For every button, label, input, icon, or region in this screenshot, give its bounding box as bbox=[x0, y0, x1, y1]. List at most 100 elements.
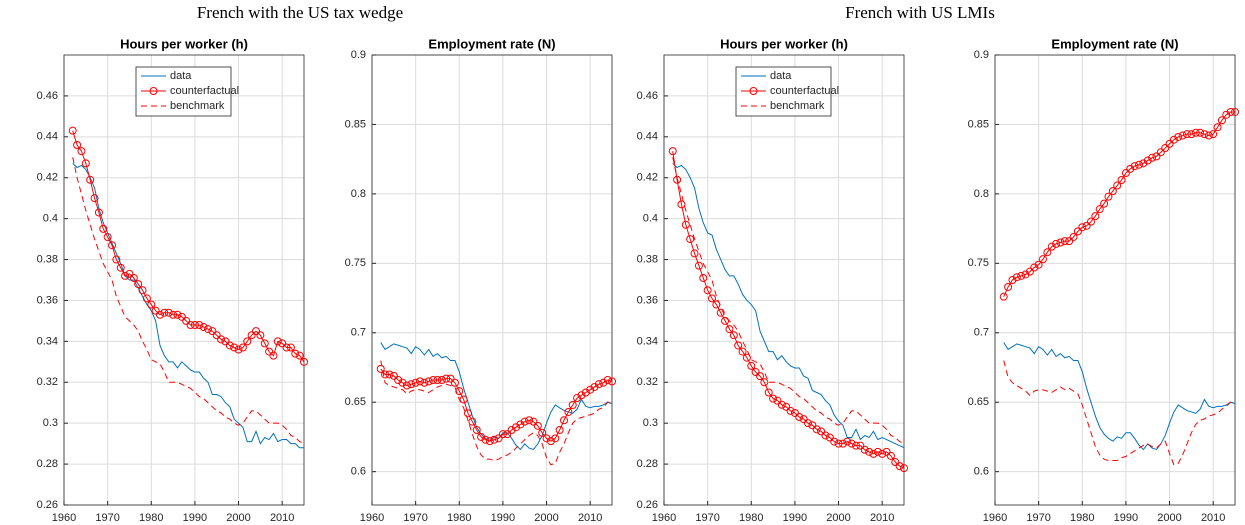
marker bbox=[1226, 107, 1235, 116]
marker bbox=[681, 220, 690, 229]
marker bbox=[1056, 238, 1065, 247]
series-line bbox=[1003, 342, 1236, 451]
marker bbox=[295, 351, 304, 360]
marker bbox=[385, 370, 394, 379]
marker bbox=[407, 380, 416, 389]
marker bbox=[256, 331, 265, 340]
marker bbox=[129, 273, 138, 282]
marker bbox=[865, 447, 874, 456]
marker bbox=[160, 308, 169, 317]
marker bbox=[581, 388, 590, 397]
marker bbox=[1047, 242, 1056, 251]
marker bbox=[738, 347, 747, 356]
y-tick-label: 0.3 bbox=[43, 417, 58, 429]
marker bbox=[520, 417, 529, 426]
x-tick-label: 1980 bbox=[739, 512, 763, 524]
marker bbox=[1100, 199, 1109, 208]
series-line bbox=[72, 130, 305, 363]
marker bbox=[860, 445, 869, 454]
marker bbox=[843, 437, 852, 446]
marker bbox=[411, 378, 420, 387]
marker bbox=[81, 159, 90, 168]
marker bbox=[1191, 128, 1200, 137]
marker bbox=[147, 300, 156, 309]
marker bbox=[112, 255, 121, 264]
y-tick-label: 0.9 bbox=[974, 49, 989, 61]
marker bbox=[247, 331, 256, 340]
marker bbox=[1156, 148, 1165, 157]
axes-frame bbox=[63, 54, 305, 506]
marker bbox=[668, 147, 677, 156]
x-tick-label: 1960 bbox=[52, 512, 76, 524]
x-tick-label: 1990 bbox=[783, 512, 807, 524]
axes-frame bbox=[663, 54, 905, 506]
y-tick-label: 0.36 bbox=[37, 294, 58, 306]
marker bbox=[234, 345, 243, 354]
marker bbox=[477, 432, 486, 441]
marker bbox=[1069, 232, 1078, 241]
marker bbox=[551, 434, 560, 443]
marker bbox=[468, 417, 477, 426]
marker bbox=[900, 464, 908, 473]
marker bbox=[398, 378, 407, 387]
chart-title: Hours per worker (h) bbox=[120, 36, 248, 51]
marker bbox=[1174, 132, 1183, 141]
marker bbox=[252, 327, 260, 336]
marker bbox=[1196, 128, 1205, 137]
marker bbox=[1008, 276, 1017, 284]
x-tick-label: 1990 bbox=[1114, 512, 1138, 524]
marker bbox=[424, 377, 433, 386]
marker bbox=[560, 416, 568, 425]
x-tick-label: 2010 bbox=[270, 512, 294, 524]
y-tick-label: 0.8 bbox=[974, 188, 989, 200]
marker bbox=[1108, 187, 1117, 196]
axes-frame bbox=[371, 54, 613, 506]
marker bbox=[769, 394, 778, 403]
legend-label: counterfactual bbox=[170, 85, 239, 97]
marker bbox=[186, 321, 195, 329]
y-tick-label: 0.38 bbox=[637, 253, 658, 265]
x-tick-label: 1970 bbox=[695, 512, 719, 524]
y-tick-label: 0.7 bbox=[974, 327, 989, 339]
marker bbox=[1082, 221, 1091, 230]
x-tick-label: 2010 bbox=[1201, 512, 1225, 524]
marker bbox=[834, 439, 843, 448]
marker bbox=[764, 388, 773, 397]
marker bbox=[1161, 144, 1170, 153]
marker bbox=[878, 449, 887, 458]
marker bbox=[777, 400, 786, 409]
marker bbox=[852, 441, 860, 450]
marker bbox=[1178, 131, 1187, 140]
y-tick-label: 0.4 bbox=[43, 213, 58, 225]
marker bbox=[999, 292, 1008, 301]
y-tick-label: 0.44 bbox=[37, 131, 58, 143]
x-tick-label: 1990 bbox=[183, 512, 207, 524]
marker bbox=[238, 343, 247, 352]
figure-title: French with US LMIs bbox=[845, 3, 995, 22]
legend-label: counterfactual bbox=[770, 85, 839, 97]
x-tick-label: 2000 bbox=[534, 512, 558, 524]
y-tick-label: 0.42 bbox=[637, 172, 658, 184]
marker bbox=[812, 425, 821, 434]
series-line bbox=[672, 151, 905, 469]
marker bbox=[1004, 282, 1013, 291]
marker bbox=[437, 376, 446, 384]
marker bbox=[446, 374, 455, 383]
y-tick-label: 0.85 bbox=[345, 118, 366, 130]
marker bbox=[817, 427, 826, 436]
marker bbox=[603, 376, 612, 384]
chart-title: Employment rate (N) bbox=[1051, 36, 1178, 51]
marker bbox=[243, 337, 252, 346]
marker bbox=[686, 235, 695, 244]
marker bbox=[1087, 217, 1095, 226]
marker bbox=[212, 331, 221, 340]
marker bbox=[747, 361, 756, 370]
y-tick-label: 0.3 bbox=[643, 417, 658, 429]
marker bbox=[895, 462, 904, 471]
marker bbox=[673, 175, 682, 184]
marker bbox=[1030, 263, 1039, 272]
marker bbox=[795, 413, 804, 422]
marker bbox=[420, 378, 429, 387]
y-tick-label: 0.9 bbox=[351, 49, 366, 61]
